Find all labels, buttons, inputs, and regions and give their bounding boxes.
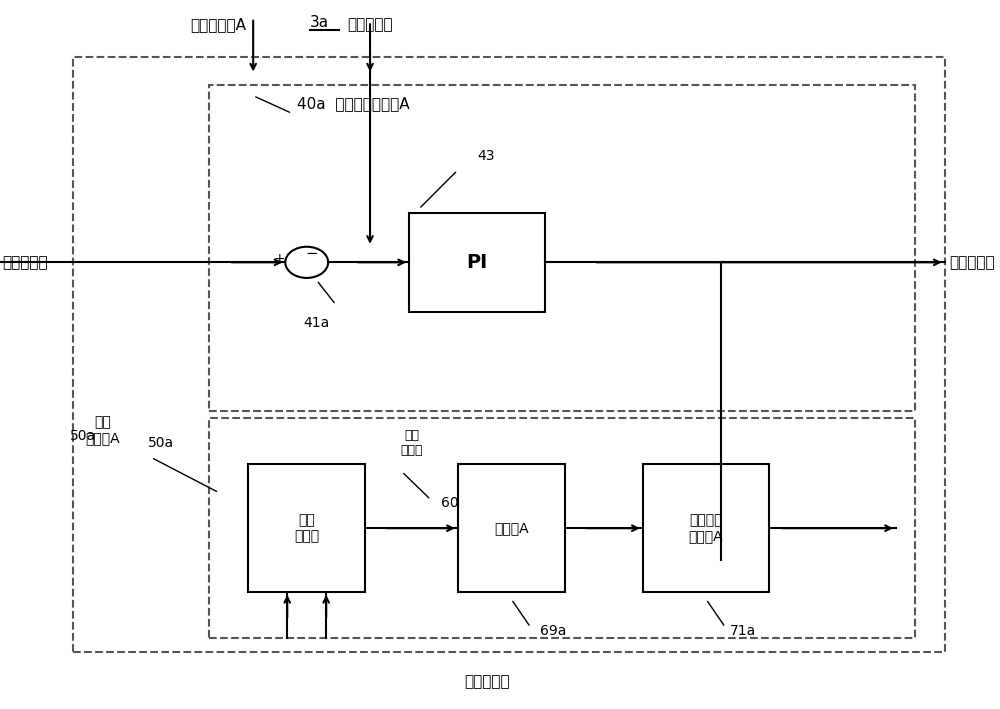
Text: 速度控制部A: 速度控制部A bbox=[190, 17, 246, 32]
Text: 41a: 41a bbox=[303, 316, 330, 330]
Text: 惯量
计算部: 惯量 计算部 bbox=[294, 513, 319, 543]
Text: 50a: 50a bbox=[148, 436, 174, 450]
Text: 惯量
辨识值: 惯量 辨识值 bbox=[400, 430, 423, 457]
FancyBboxPatch shape bbox=[248, 464, 365, 592]
Text: 转矩指令值: 转矩指令值 bbox=[949, 255, 995, 270]
Text: 3a: 3a bbox=[310, 15, 329, 30]
Text: 43: 43 bbox=[477, 149, 495, 163]
Text: 速度指令值: 速度指令值 bbox=[2, 255, 48, 270]
Text: +: + bbox=[274, 252, 285, 266]
FancyBboxPatch shape bbox=[643, 464, 769, 592]
Text: 71a: 71a bbox=[730, 624, 757, 638]
Text: −: − bbox=[305, 246, 318, 262]
FancyBboxPatch shape bbox=[409, 213, 545, 312]
Text: 判断部A: 判断部A bbox=[494, 521, 529, 535]
Text: 69a: 69a bbox=[540, 624, 567, 638]
Text: 控制参数
设定部A: 控制参数 设定部A bbox=[689, 513, 723, 543]
Text: 惯量
决定部A: 惯量 决定部A bbox=[85, 415, 120, 445]
FancyBboxPatch shape bbox=[458, 464, 565, 592]
Text: 60: 60 bbox=[441, 496, 458, 510]
Text: 40a  转矩指令生成部A: 40a 转矩指令生成部A bbox=[297, 96, 410, 111]
Text: 50a: 50a bbox=[70, 429, 96, 443]
Text: 速度检测值: 速度检测值 bbox=[464, 674, 510, 690]
Text: 速度检测值: 速度检测值 bbox=[347, 17, 393, 32]
Text: PI: PI bbox=[467, 253, 488, 272]
